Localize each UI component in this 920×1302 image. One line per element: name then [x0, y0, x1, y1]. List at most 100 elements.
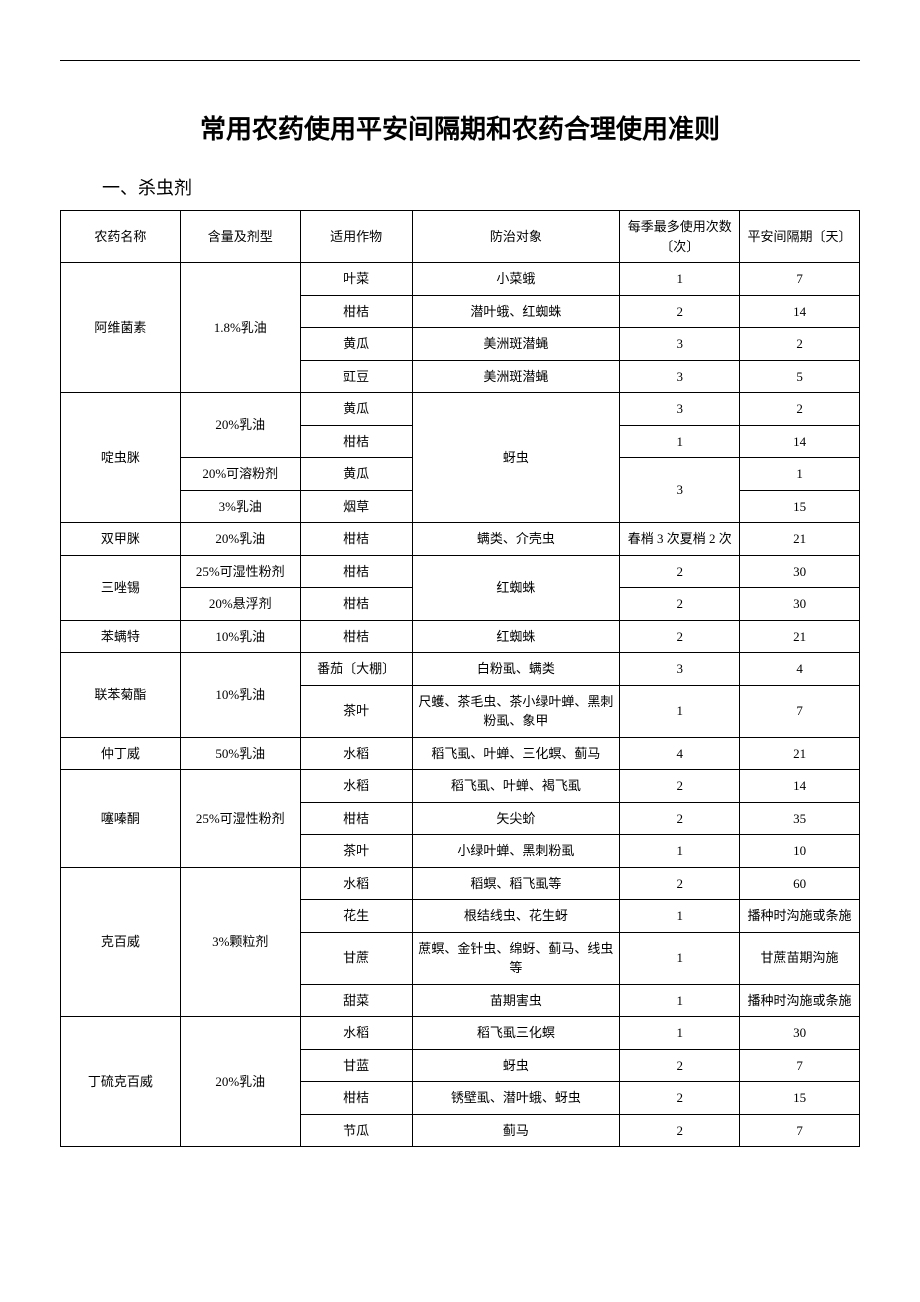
cell-c6: 30 — [740, 1017, 860, 1050]
cell-c3: 黄瓜 — [300, 458, 412, 491]
cell-c3: 甘蔗 — [300, 932, 412, 984]
cell-c4: 红蜘蛛 — [412, 555, 620, 620]
cell-c5: 2 — [620, 770, 740, 803]
cell-c6: 21 — [740, 737, 860, 770]
table-row: 丁硫克百威20%乳油水稻稻飞虱三化螟130 — [61, 1017, 860, 1050]
pesticide-table: 农药名称含量及剂型适用作物防治对象每季最多使用次数〔次〕平安间隔期〔天〕 阿维菌… — [60, 210, 860, 1147]
cell-c2: 10%乳油 — [180, 620, 300, 653]
cell-c2: 3%颗粒剂 — [180, 867, 300, 1017]
cell-c6: 7 — [740, 685, 860, 737]
cell-c5: 1 — [620, 263, 740, 296]
cell-c3: 柑桔 — [300, 620, 412, 653]
cell-c3: 番茄〔大棚〕 — [300, 653, 412, 686]
table-row: 阿维菌素1.8%乳油叶菜小菜蛾17 — [61, 263, 860, 296]
cell-c6: 甘蔗苗期沟施 — [740, 932, 860, 984]
table-row: 三唑锡25%可湿性粉剂柑桔红蜘蛛230 — [61, 555, 860, 588]
cell-c5: 1 — [620, 984, 740, 1017]
table-body: 阿维菌素1.8%乳油叶菜小菜蛾17柑桔潜叶蛾、红蜘蛛214黄瓜美洲斑潜蝇32豇豆… — [61, 263, 860, 1147]
cell-c4: 尺蠖、茶毛虫、茶小绿叶蝉、黑刺粉虱、象甲 — [412, 685, 620, 737]
cell-c4: 小绿叶蝉、黑刺粉虱 — [412, 835, 620, 868]
cell-c6: 15 — [740, 490, 860, 523]
table-header-row: 农药名称含量及剂型适用作物防治对象每季最多使用次数〔次〕平安间隔期〔天〕 — [61, 211, 860, 263]
cell-c6: 播种时沟施或条施 — [740, 984, 860, 1017]
cell-c1: 啶虫脒 — [61, 393, 181, 523]
cell-c3: 柑桔 — [300, 588, 412, 621]
cell-c5: 2 — [620, 802, 740, 835]
cell-c3: 柑桔 — [300, 555, 412, 588]
cell-c6: 21 — [740, 523, 860, 556]
cell-c5: 3 — [620, 393, 740, 426]
cell-c3: 茶叶 — [300, 835, 412, 868]
cell-c4: 蓟马 — [412, 1114, 620, 1147]
cell-c5: 春梢 3 次夏梢 2 次 — [620, 523, 740, 556]
cell-c3: 甘蓝 — [300, 1049, 412, 1082]
cell-c3: 柑桔 — [300, 425, 412, 458]
cell-c5: 4 — [620, 737, 740, 770]
cell-c3: 柑桔 — [300, 523, 412, 556]
page-title: 常用农药使用平安间隔期和农药合理使用准则 — [60, 109, 860, 146]
cell-c5: 2 — [620, 1082, 740, 1115]
cell-c2: 25%可湿性粉剂 — [180, 770, 300, 868]
cell-c2: 20%乳油 — [180, 1017, 300, 1147]
cell-c6: 30 — [740, 588, 860, 621]
cell-c2: 3%乳油 — [180, 490, 300, 523]
table-row: 联苯菊酯10%乳油番茄〔大棚〕白粉虱、螨类34 — [61, 653, 860, 686]
cell-c5: 1 — [620, 425, 740, 458]
cell-c1: 联苯菊酯 — [61, 653, 181, 738]
cell-c3: 水稻 — [300, 1017, 412, 1050]
cell-c3: 茶叶 — [300, 685, 412, 737]
cell-c2: 10%乳油 — [180, 653, 300, 738]
cell-c5: 2 — [620, 867, 740, 900]
cell-c3: 叶菜 — [300, 263, 412, 296]
cell-c6: 10 — [740, 835, 860, 868]
col-header-3: 防治对象 — [412, 211, 620, 263]
cell-c2: 50%乳油 — [180, 737, 300, 770]
cell-c4: 蚜虫 — [412, 393, 620, 523]
cell-c5: 1 — [620, 932, 740, 984]
cell-c6: 14 — [740, 770, 860, 803]
cell-c3: 柑桔 — [300, 1082, 412, 1115]
cell-c2: 25%可湿性粉剂 — [180, 555, 300, 588]
cell-c6: 播种时沟施或条施 — [740, 900, 860, 933]
cell-c3: 柑桔 — [300, 802, 412, 835]
cell-c2: 20%悬浮剂 — [180, 588, 300, 621]
cell-c2: 20%可溶粉剂 — [180, 458, 300, 491]
cell-c4: 美洲斑潜蝇 — [412, 328, 620, 361]
cell-c6: 14 — [740, 295, 860, 328]
cell-c5: 1 — [620, 900, 740, 933]
cell-c4: 稻飞虱、叶蝉、三化螟、蓟马 — [412, 737, 620, 770]
cell-c3: 黄瓜 — [300, 328, 412, 361]
cell-c4: 稻螟、稻飞虱等 — [412, 867, 620, 900]
cell-c3: 水稻 — [300, 770, 412, 803]
cell-c1: 噻嗪酮 — [61, 770, 181, 868]
cell-c3: 花生 — [300, 900, 412, 933]
cell-c6: 4 — [740, 653, 860, 686]
cell-c5: 2 — [620, 1114, 740, 1147]
cell-c3: 水稻 — [300, 737, 412, 770]
cell-c1: 三唑锡 — [61, 555, 181, 620]
cell-c5: 3 — [620, 360, 740, 393]
section-subtitle: 一、杀虫剂 — [102, 174, 860, 200]
cell-c6: 21 — [740, 620, 860, 653]
cell-c2: 1.8%乳油 — [180, 263, 300, 393]
cell-c1: 苯螨特 — [61, 620, 181, 653]
cell-c3: 黄瓜 — [300, 393, 412, 426]
cell-c5: 2 — [620, 620, 740, 653]
cell-c4: 红蜘蛛 — [412, 620, 620, 653]
cell-c5: 2 — [620, 1049, 740, 1082]
cell-c5: 2 — [620, 295, 740, 328]
top-rule — [60, 60, 860, 61]
cell-c6: 30 — [740, 555, 860, 588]
cell-c6: 1 — [740, 458, 860, 491]
cell-c3: 柑桔 — [300, 295, 412, 328]
col-header-1: 含量及剂型 — [180, 211, 300, 263]
cell-c6: 2 — [740, 393, 860, 426]
cell-c5: 3 — [620, 458, 740, 523]
cell-c4: 稻飞虱、叶蝉、褐飞虱 — [412, 770, 620, 803]
cell-c6: 60 — [740, 867, 860, 900]
cell-c4: 矢尖蚧 — [412, 802, 620, 835]
cell-c1: 克百威 — [61, 867, 181, 1017]
table-row: 啶虫脒20%乳油黄瓜蚜虫32 — [61, 393, 860, 426]
cell-c6: 5 — [740, 360, 860, 393]
cell-c5: 2 — [620, 555, 740, 588]
